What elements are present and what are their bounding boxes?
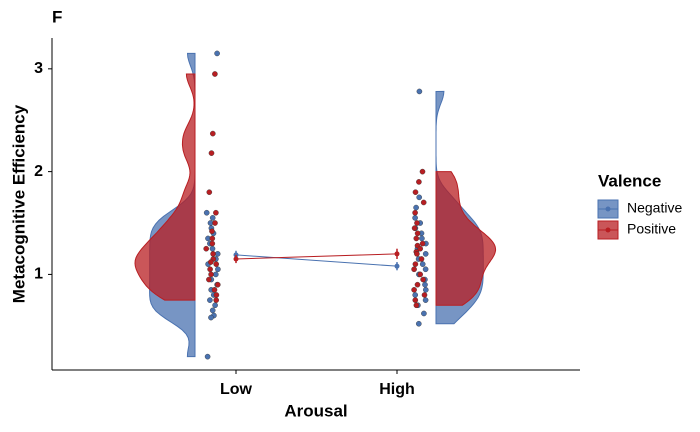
data-point xyxy=(213,261,219,267)
x-tick-label: Low xyxy=(220,381,253,398)
data-point xyxy=(206,276,212,283)
data-point xyxy=(214,281,221,288)
violin xyxy=(134,73,196,301)
data-point xyxy=(412,292,419,298)
data-point xyxy=(208,271,214,278)
data-point xyxy=(209,228,215,235)
data-point xyxy=(422,287,429,293)
data-point xyxy=(422,297,429,303)
data-point xyxy=(212,271,219,278)
data-point xyxy=(420,276,426,283)
x-tick-label: High xyxy=(379,381,415,398)
data-point xyxy=(203,245,209,252)
data-point xyxy=(419,235,425,242)
data-point xyxy=(411,287,417,293)
data-point xyxy=(418,256,425,262)
data-point xyxy=(422,251,429,257)
data-point xyxy=(214,50,220,57)
data-point xyxy=(415,320,422,327)
data-point xyxy=(414,281,421,288)
mean-line xyxy=(235,253,398,260)
data-point xyxy=(207,266,213,273)
data-point xyxy=(421,310,427,317)
data-point xyxy=(209,245,216,252)
data-point xyxy=(417,245,424,252)
mean-line xyxy=(235,254,398,267)
data-point xyxy=(413,302,420,309)
data-point xyxy=(414,220,420,226)
data-point xyxy=(215,266,221,273)
data-point xyxy=(419,261,426,267)
mean-point xyxy=(233,256,239,262)
data-point xyxy=(206,189,213,195)
y-tick-label: 3 xyxy=(34,60,43,77)
data-point xyxy=(419,168,426,175)
data-point xyxy=(212,71,218,77)
data-point xyxy=(420,199,427,206)
data-point xyxy=(414,230,421,237)
data-point xyxy=(412,297,419,303)
data-point xyxy=(422,266,429,273)
data-point xyxy=(421,292,428,298)
data-point xyxy=(417,271,424,278)
mean-point xyxy=(394,263,400,269)
data-point xyxy=(413,204,419,211)
data-point xyxy=(414,251,420,257)
data-point xyxy=(209,215,216,221)
data-point xyxy=(209,307,216,314)
data-point xyxy=(412,261,419,267)
data-point xyxy=(412,215,418,221)
data-point xyxy=(209,235,216,242)
data-point xyxy=(204,353,211,360)
data-point xyxy=(419,240,426,247)
data-point xyxy=(416,194,423,201)
data-point xyxy=(203,209,210,216)
data-point xyxy=(212,220,218,226)
data-point xyxy=(412,189,419,195)
chart-title: F xyxy=(52,7,62,26)
legend-key-dot xyxy=(605,206,611,212)
data-point xyxy=(209,130,216,137)
y-tick-label: 2 xyxy=(34,163,43,180)
legend-key-dot xyxy=(605,227,611,233)
legend-title: Valence xyxy=(598,171,661,190)
data-point xyxy=(208,314,214,321)
data-point xyxy=(416,179,422,185)
data-point xyxy=(411,266,417,273)
x-axis-label: Arousal xyxy=(284,401,347,420)
data-point xyxy=(208,150,215,156)
data-point xyxy=(207,297,213,303)
y-axis-label: Metacognitive Efficiency xyxy=(9,104,28,303)
data-point xyxy=(213,297,219,303)
data-point xyxy=(211,287,218,293)
data-point xyxy=(212,302,218,309)
data-point xyxy=(412,209,418,216)
data-point xyxy=(411,225,418,231)
legend-label: Positive xyxy=(627,221,676,237)
data-point xyxy=(210,251,216,257)
data-point xyxy=(422,281,428,288)
data-point xyxy=(416,88,423,95)
data-point xyxy=(213,292,220,298)
mean-point xyxy=(394,251,400,257)
violin xyxy=(435,171,497,306)
data-point xyxy=(213,209,219,216)
data-point xyxy=(207,259,214,265)
legend-label: Negative xyxy=(627,200,682,216)
data-point xyxy=(413,235,420,242)
y-tick-label: 1 xyxy=(34,266,43,283)
data-point xyxy=(209,240,216,247)
